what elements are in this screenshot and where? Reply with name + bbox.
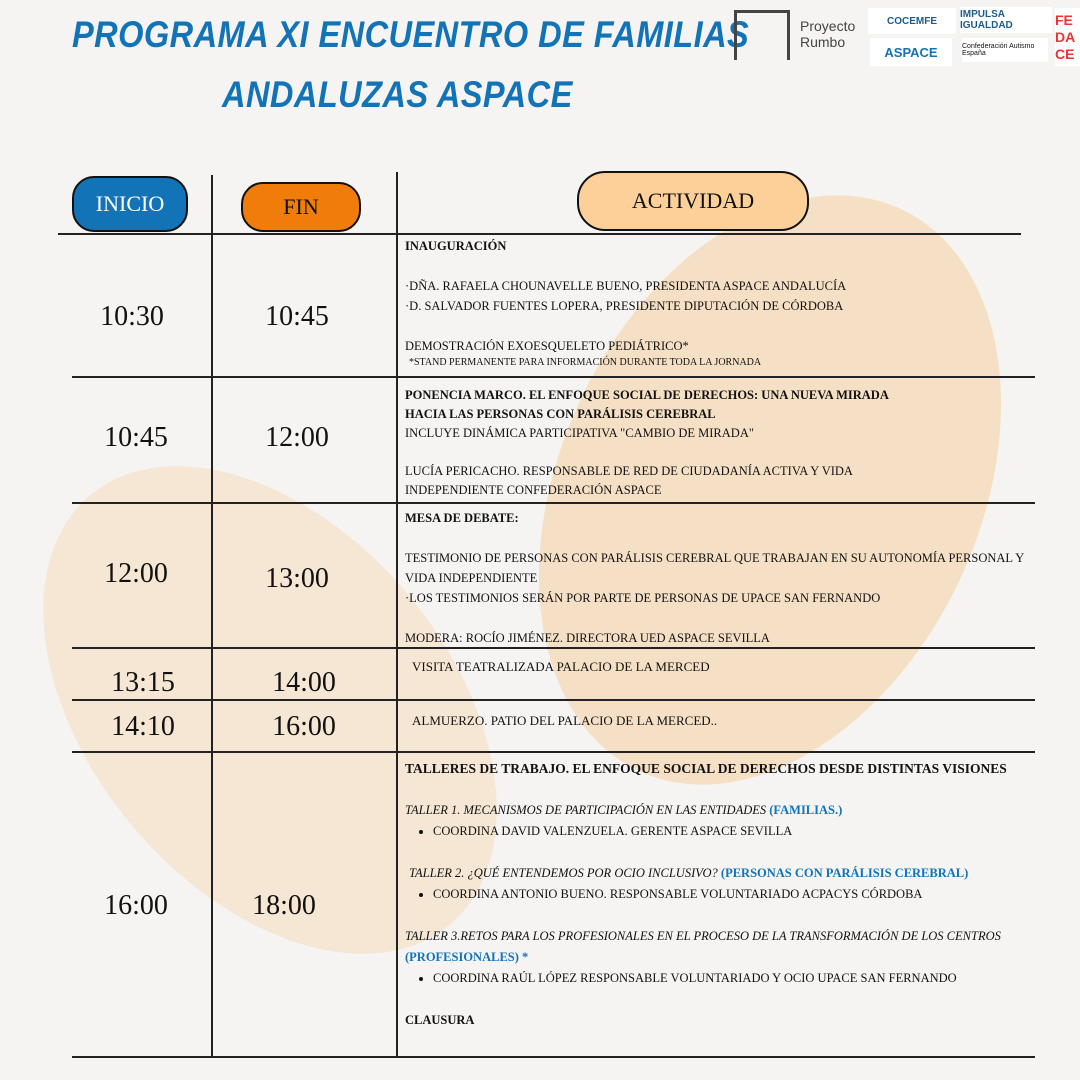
row-divider [72, 751, 1035, 753]
row-divider [72, 502, 1035, 504]
end-time: 16:00 [272, 711, 336, 742]
title-line2: ANDALUZAS ASPACE [222, 74, 573, 115]
title-line1: PROGRAMA XI ENCUENTRO DE FAMILIAS [72, 14, 750, 55]
activity-talleres: TALLERES DE TRABAJO. EL ENFOQUE SOCIAL D… [405, 758, 1035, 1031]
row-divider [72, 647, 1035, 649]
logo-fedace: FEDACE [1055, 8, 1080, 66]
activity-mesa-debate: MESA DE DEBATE: TESTIMONIO DE PERSONAS C… [405, 511, 1025, 645]
row-divider [58, 233, 1021, 235]
logo-autismo: Confederación Autismo España [962, 38, 1048, 62]
start-time: 16:00 [104, 890, 168, 921]
header-inicio: INICIO [72, 176, 188, 232]
header-actividad: ACTIVIDAD [577, 171, 809, 231]
row-divider [72, 1056, 1035, 1058]
activity-visita: VISITA TEATRALIZADA PALACIO DE LA MERCED [412, 659, 710, 674]
row-divider [72, 376, 1035, 378]
header-fin: FIN [241, 182, 361, 232]
start-time: 13:15 [111, 667, 175, 698]
start-time: 10:30 [100, 301, 164, 332]
end-time: 13:00 [265, 563, 329, 594]
end-time: 12:00 [265, 422, 329, 453]
activity-inauguracion: INAUGURACIÓN ·DÑA. RAFAELA CHOUNAVELLE B… [405, 239, 847, 368]
end-time: 18:00 [252, 890, 316, 921]
activity-almuerzo: ALMUERZO. PATIO DEL PALACIO DE LA MERCED… [412, 713, 718, 728]
activity-ponencia: PONENCIA MARCO. EL ENFOQUE SOCIAL DE DER… [405, 388, 889, 497]
row-divider [72, 699, 1035, 701]
column-divider [211, 175, 213, 1057]
end-time: 14:00 [272, 667, 336, 698]
end-time: 10:45 [265, 301, 329, 332]
logo-proyecto-rumbo: Proyecto Rumbo [730, 8, 860, 60]
start-time: 12:00 [104, 558, 168, 589]
logo-cocemfe: COCEMFE [868, 8, 956, 34]
logo-impulsa-igualdad: IMPULSA IGUALDAD [960, 7, 1052, 33]
logo-aspace: ASPACE [870, 38, 952, 66]
start-time: 14:10 [111, 711, 175, 742]
column-divider [396, 172, 398, 1057]
start-time: 10:45 [104, 422, 168, 453]
